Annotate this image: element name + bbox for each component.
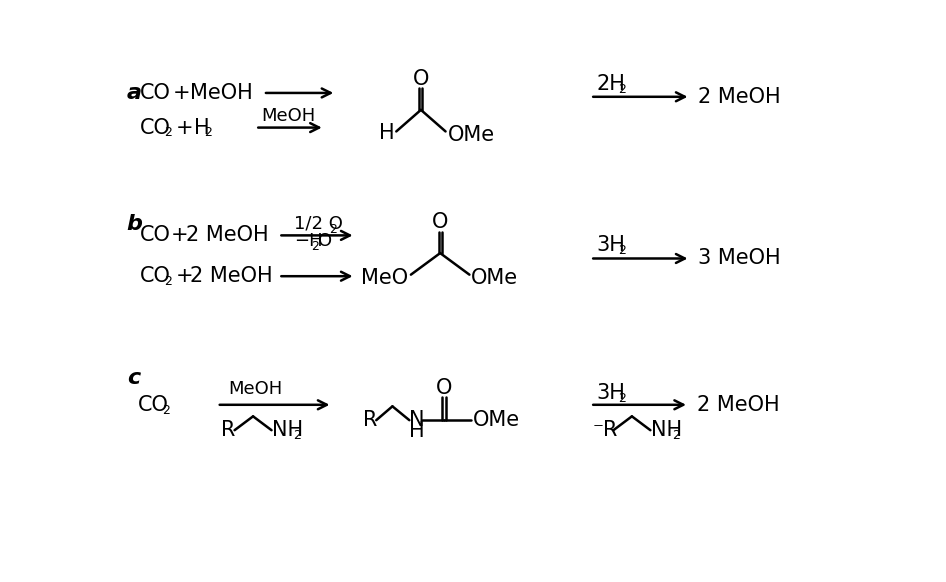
Text: MeO: MeO <box>360 268 408 288</box>
Text: 2: 2 <box>672 429 680 442</box>
Text: O: O <box>318 232 332 250</box>
Text: 2: 2 <box>162 404 170 417</box>
Text: 3 MeOH: 3 MeOH <box>698 249 780 268</box>
Text: OMe: OMe <box>472 410 519 430</box>
Text: H: H <box>379 123 394 143</box>
Text: 2 MeOH: 2 MeOH <box>698 87 780 107</box>
Text: 2: 2 <box>311 240 320 253</box>
Text: CO: CO <box>140 266 170 286</box>
Text: CO: CO <box>140 118 170 137</box>
Text: H: H <box>194 118 209 137</box>
Text: O: O <box>432 212 448 232</box>
Text: ⁻R: ⁻R <box>592 420 618 440</box>
Text: N: N <box>410 410 425 430</box>
Text: 2: 2 <box>329 223 337 236</box>
Text: MeOH: MeOH <box>190 83 253 103</box>
Text: 2: 2 <box>165 275 172 288</box>
Text: 2: 2 <box>618 83 626 95</box>
Text: OMe: OMe <box>471 268 518 288</box>
Text: 1/2 O: 1/2 O <box>294 215 342 233</box>
Text: +: + <box>176 266 194 286</box>
Text: NH: NH <box>651 420 682 440</box>
Text: O: O <box>436 378 452 398</box>
Text: −H: −H <box>294 232 323 250</box>
Text: +: + <box>173 83 190 103</box>
Text: O: O <box>412 69 429 89</box>
Text: MeOH: MeOH <box>261 107 316 125</box>
Text: 2: 2 <box>165 126 172 140</box>
Text: 2 MeOH: 2 MeOH <box>190 266 272 286</box>
Text: R: R <box>220 420 236 440</box>
Text: CO: CO <box>140 225 170 246</box>
Text: R: R <box>363 410 377 430</box>
Text: c: c <box>127 368 140 388</box>
Text: +: + <box>176 118 194 137</box>
Text: 2 MeOH: 2 MeOH <box>186 225 269 246</box>
Text: +: + <box>170 225 188 246</box>
Text: a: a <box>127 83 142 103</box>
Text: 2: 2 <box>618 392 626 405</box>
Text: MeOH: MeOH <box>228 381 283 399</box>
Text: 2: 2 <box>293 429 301 442</box>
Text: 2 MeOH: 2 MeOH <box>696 395 780 415</box>
Text: 2: 2 <box>204 126 213 140</box>
Text: CO: CO <box>137 395 168 415</box>
Text: H: H <box>410 421 425 441</box>
Text: b: b <box>127 214 143 234</box>
Text: 3H: 3H <box>597 383 625 403</box>
Text: NH: NH <box>272 420 304 440</box>
Text: CO: CO <box>140 83 170 103</box>
Text: 3H: 3H <box>597 235 625 255</box>
Text: OMe: OMe <box>447 125 495 144</box>
Text: 2H: 2H <box>597 74 625 94</box>
Text: 2: 2 <box>618 244 626 257</box>
